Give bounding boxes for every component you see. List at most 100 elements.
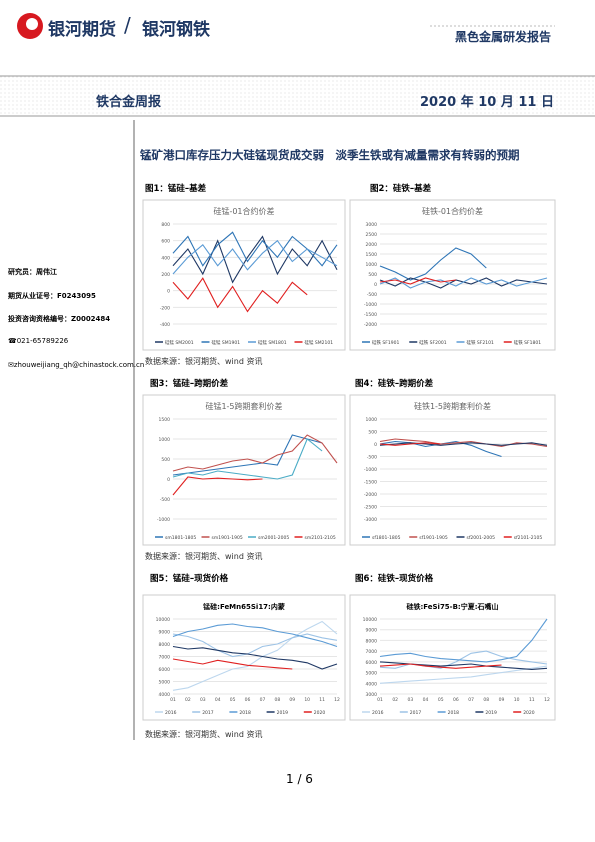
y-tick-label: 8000 — [159, 642, 171, 648]
series-line — [379, 442, 548, 446]
y-tick-label: -1500 — [364, 312, 377, 318]
legend-label: 硅铁 SF2101 — [467, 339, 494, 346]
x-tick-label: 07 — [260, 697, 266, 703]
y-tick-label: 1500 — [159, 417, 171, 423]
y-tick-label: 0 — [167, 477, 170, 483]
report-type: 黑色金属研发报告 — [455, 30, 552, 44]
chart-title: 硅铁1-5跨期套利价差 — [414, 401, 491, 411]
figure-title: 图5：锰硅–现货价格 — [150, 574, 229, 584]
y-tick-label: 1000 — [159, 437, 171, 443]
legend-label: 2019 — [277, 710, 289, 716]
y-tick-label: 0 — [167, 289, 170, 295]
x-tick-label: 06 — [453, 697, 459, 703]
chart-title: 锰硅:FeMn65Si17:内蒙 — [203, 602, 285, 611]
series-line — [379, 618, 548, 663]
y-tick-label: 1000 — [366, 262, 378, 268]
y-tick-label: 2000 — [366, 242, 378, 248]
series-line — [379, 438, 548, 448]
x-tick-label: 10 — [304, 697, 310, 703]
y-tick-label: -500 — [367, 455, 377, 461]
chart-frame — [349, 594, 556, 721]
y-tick-label: -200 — [160, 305, 170, 311]
x-tick-label: 04 — [215, 697, 221, 703]
date: 2020 年 10 月 11 日 — [420, 95, 554, 110]
y-tick-label: 8000 — [366, 638, 378, 644]
y-tick-label: 10000 — [156, 617, 170, 623]
series-line — [172, 623, 338, 648]
y-tick-label: -1500 — [364, 480, 377, 486]
x-tick-label: 11 — [319, 697, 325, 703]
y-tick-label: 6000 — [159, 667, 171, 673]
legend-label: sf1901-1905 — [419, 535, 448, 541]
legend-label: sf2101-2105 — [514, 535, 543, 541]
legend-label: sm1801-1805 — [165, 535, 196, 541]
x-tick-label: 03 — [200, 697, 206, 703]
series-line — [379, 277, 548, 289]
series-line — [379, 665, 548, 684]
legend-label: 硅锰 SM1801 — [258, 339, 287, 346]
y-tick-label: 9000 — [366, 628, 378, 634]
figure-title: 图4：硅铁–跨期价差 — [355, 379, 434, 389]
y-tick-label: 0 — [374, 442, 377, 448]
series-line — [172, 277, 308, 313]
series-line — [379, 663, 502, 669]
legend-label: 硅铁 SF1801 — [514, 339, 541, 346]
y-tick-label: 500 — [368, 272, 377, 278]
series-line — [172, 235, 338, 284]
x-tick-label: 07 — [468, 697, 474, 703]
y-tick-label: -1000 — [157, 517, 170, 523]
source: 数据来源：银河期货、wind 资讯 — [145, 357, 263, 366]
x-tick-label: 03 — [407, 697, 413, 703]
series-line — [172, 620, 338, 691]
legend-label: 2017 — [410, 710, 422, 716]
sidebar-item: 研究员：周伟江 — [8, 268, 57, 276]
brand: 银河期货 — [48, 20, 116, 40]
legend-label: 硅锰 SM1901 — [212, 339, 241, 346]
sidebar-item: 期货从业证号：F0243095 — [8, 292, 96, 300]
y-tick-label: 4000 — [366, 681, 378, 687]
y-tick-label: 1000 — [366, 417, 378, 423]
sidebar-item: ☎021-65789226 — [8, 337, 69, 345]
series-line — [379, 442, 441, 446]
series-line — [379, 247, 487, 281]
series-line — [172, 239, 338, 275]
chart-title: 硅锰1-5跨期套利价差 — [205, 401, 282, 411]
y-tick-label: 500 — [368, 430, 377, 436]
series-line — [172, 658, 293, 670]
y-tick-label: 3000 — [366, 222, 378, 228]
y-tick-label: 500 — [161, 457, 170, 463]
legend-label: 2020 — [523, 710, 535, 716]
legend-label: 2017 — [202, 710, 214, 716]
figure-title: 图6：硅铁–现货价格 — [355, 574, 434, 584]
y-tick-label: -2000 — [364, 322, 377, 328]
legend-label: 2018 — [239, 710, 251, 716]
x-tick-label: 02 — [185, 697, 191, 703]
x-tick-label: 05 — [438, 697, 444, 703]
y-tick-label: 6000 — [366, 660, 378, 666]
legend-label: sf1801-1805 — [372, 535, 401, 541]
y-tick-label: 3000 — [366, 692, 378, 698]
chart-title: 硅铁-01合约价差 — [422, 206, 483, 216]
logo — [26, 18, 38, 30]
series-line — [379, 277, 456, 285]
series-line — [172, 645, 338, 670]
x-tick-label: 01 — [170, 697, 176, 703]
y-tick-label: 7000 — [366, 649, 378, 655]
x-tick-label: 08 — [483, 697, 489, 703]
x-tick-label: 10 — [514, 697, 520, 703]
y-tick-label: -3000 — [364, 517, 377, 523]
legend-label: 2020 — [314, 710, 326, 716]
y-tick-label: 7000 — [159, 655, 171, 661]
series-line — [172, 633, 338, 658]
sidebar-item: 投资咨询资格编号：Z0002484 — [8, 315, 111, 323]
y-tick-label: -500 — [160, 497, 170, 503]
figure-title: 图1：锰硅–基差 — [145, 184, 207, 194]
divider: / — [124, 13, 131, 37]
series-line — [172, 231, 338, 267]
legend-label: 2019 — [485, 710, 497, 716]
page-number: 1 / 6 — [286, 772, 313, 786]
y-tick-label: 4000 — [159, 692, 171, 698]
y-tick-label: 10000 — [363, 617, 377, 623]
